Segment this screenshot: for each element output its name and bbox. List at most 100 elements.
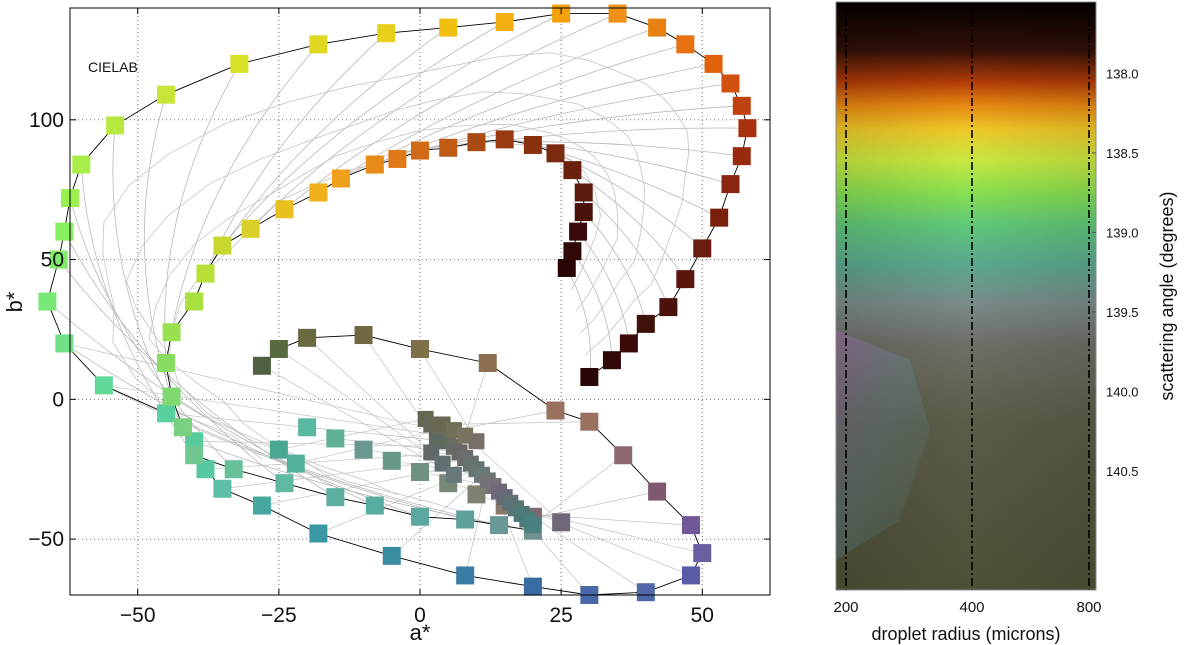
angle-tick-label: 140.5 (1106, 464, 1139, 479)
data-point (382, 451, 401, 470)
data-point (546, 144, 565, 163)
data-point (156, 85, 175, 104)
data-point (721, 74, 740, 93)
data-point (676, 270, 695, 289)
mesh-web-line (527, 491, 658, 520)
x-axis-label-radius: droplet radius (microns) (871, 624, 1060, 644)
data-point (275, 200, 294, 219)
data-point (365, 155, 384, 174)
data-point (681, 566, 700, 585)
data-point (602, 351, 621, 370)
data-point (230, 54, 249, 73)
data-point (156, 353, 175, 372)
mesh-contour (126, 91, 646, 478)
mesh-web-line (363, 449, 471, 464)
data-point (439, 18, 458, 37)
data-point (439, 138, 458, 157)
data-point (326, 429, 345, 448)
y-ticks: −50 0 50 100 (28, 109, 770, 551)
data-point (162, 387, 181, 406)
data-point (574, 183, 593, 202)
data-point (298, 418, 317, 437)
data-point (580, 412, 599, 431)
mesh-web-line (64, 343, 438, 431)
mesh-connector (318, 27, 658, 193)
y-tick-label: −50 (28, 528, 64, 551)
mesh-web-line (464, 435, 562, 523)
mesh-connector (583, 192, 669, 308)
mesh-contour (148, 123, 618, 496)
data-point (411, 463, 429, 482)
data-point (309, 35, 328, 54)
data-point (213, 236, 232, 255)
data-point (269, 440, 288, 459)
data-point (495, 130, 514, 149)
data-point (162, 323, 181, 342)
data-point (252, 496, 271, 515)
mesh-web-line (442, 421, 590, 425)
data-point (196, 460, 215, 479)
angle-ticks: 138.0 138.5 139.0 139.5 140.0 140.5 (1092, 67, 1139, 479)
mesh-web-line (391, 474, 483, 557)
data-point (636, 583, 655, 602)
data-point (411, 340, 429, 359)
data-point (557, 258, 576, 277)
data-point (185, 432, 204, 451)
data-point (693, 544, 712, 563)
data-point (467, 133, 486, 152)
data-point (252, 356, 271, 375)
chart-title: CIELAB (88, 59, 138, 75)
data-point (326, 488, 345, 507)
data-point (106, 116, 125, 135)
data-point (411, 141, 429, 160)
mesh-web-line (278, 418, 426, 450)
data-point (185, 446, 204, 465)
data-point (738, 119, 757, 138)
mesh-connector (419, 105, 742, 151)
mesh-connector (572, 250, 613, 361)
mesh-connector (47, 301, 376, 506)
angle-tick-label: 139.5 (1106, 305, 1139, 320)
data-point (478, 353, 497, 372)
data-point (563, 242, 582, 261)
data-point (156, 404, 175, 423)
radius-tick-label: 200 (833, 599, 858, 616)
data-point (546, 401, 565, 420)
mesh-connector (448, 127, 748, 149)
data-point (286, 454, 305, 473)
angle-tick-label: 138.5 (1106, 146, 1139, 161)
rainbow-heatmap: 200 400 800 138.0 138.5 139.0 139.5 140.0 140.5… (833, 1, 1177, 644)
x-ticks: −50 −25 0 25 50 (120, 8, 714, 627)
y-tick-label: 50 (41, 249, 64, 272)
data-point (569, 222, 588, 241)
data-point (710, 208, 729, 227)
data-point (523, 135, 542, 154)
data-point (55, 334, 74, 353)
data-point (732, 147, 751, 166)
y-tick-label: 0 (52, 388, 64, 411)
data-point (49, 250, 68, 269)
data-point (275, 474, 294, 493)
data-point (382, 546, 401, 565)
data-point (213, 479, 232, 498)
data-point (354, 326, 373, 345)
angle-tick-label: 138.0 (1106, 67, 1139, 82)
data-point (574, 203, 593, 222)
data-point (94, 376, 113, 395)
mesh-web-line (532, 454, 624, 526)
data-points (38, 4, 757, 604)
data-point (269, 340, 288, 359)
data-point (365, 496, 384, 515)
mesh-connector (171, 44, 319, 333)
data-point (659, 298, 678, 317)
x-tick-label: 50 (691, 604, 714, 627)
radius-ticks: 200 400 800 (833, 599, 1101, 616)
data-point (636, 314, 655, 333)
mesh-contour (102, 52, 690, 460)
data-point (490, 516, 509, 535)
x-tick-label: −50 (120, 604, 156, 627)
data-point (467, 485, 486, 504)
radius-tick-label: 400 (959, 599, 984, 616)
data-point (445, 466, 462, 483)
angle-tick-label: 139.0 (1106, 225, 1139, 240)
